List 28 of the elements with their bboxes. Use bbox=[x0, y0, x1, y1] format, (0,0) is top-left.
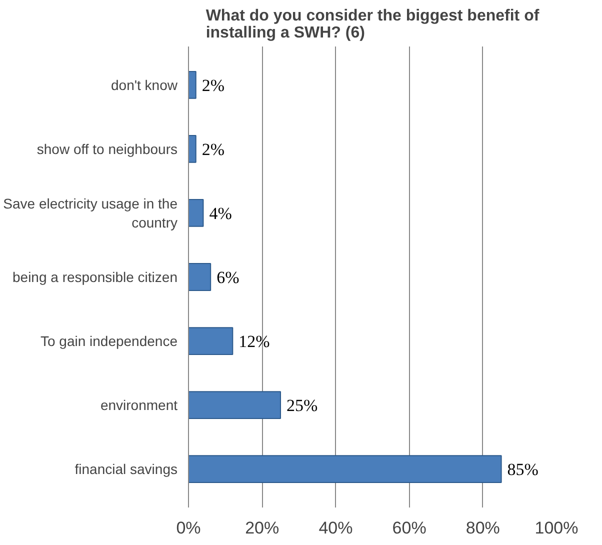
x-tick-label: 100% bbox=[534, 518, 578, 538]
y-tick-label: environment bbox=[100, 397, 178, 414]
y-tick-label: Save electricity usage in the country bbox=[3, 195, 178, 231]
data-label: 25% bbox=[286, 396, 318, 416]
data-label: 2% bbox=[202, 140, 225, 159]
bar bbox=[188, 70, 196, 99]
bar bbox=[188, 199, 204, 227]
y-tick-label: show off to neighbours bbox=[36, 140, 178, 157]
x-tick-label: 0% bbox=[176, 518, 201, 538]
data-label: 4% bbox=[209, 204, 232, 223]
bar bbox=[188, 391, 281, 419]
x-tick-label: 80% bbox=[466, 518, 500, 538]
data-label: 6% bbox=[216, 268, 240, 287]
y-tick-label: financial savings bbox=[74, 461, 178, 478]
x-tick-label: 60% bbox=[392, 518, 426, 538]
y-tick-label: To gain independence bbox=[40, 333, 178, 350]
y-tick-label: being a responsible citizen bbox=[12, 269, 178, 285]
bar bbox=[188, 263, 212, 291]
data-label: 85% bbox=[507, 460, 538, 480]
y-tick-label: don't know bbox=[111, 76, 178, 93]
x-tick-label: 20% bbox=[245, 518, 280, 538]
bar bbox=[188, 327, 234, 355]
bar bbox=[188, 135, 196, 163]
chart-title: What do you consider the biggest benefit of installing a SWH? (6) bbox=[206, 8, 540, 42]
data-label: 2% bbox=[202, 76, 225, 95]
x-tick-label: 40% bbox=[318, 518, 353, 538]
bar bbox=[188, 455, 502, 484]
data-label: 12% bbox=[238, 332, 270, 352]
